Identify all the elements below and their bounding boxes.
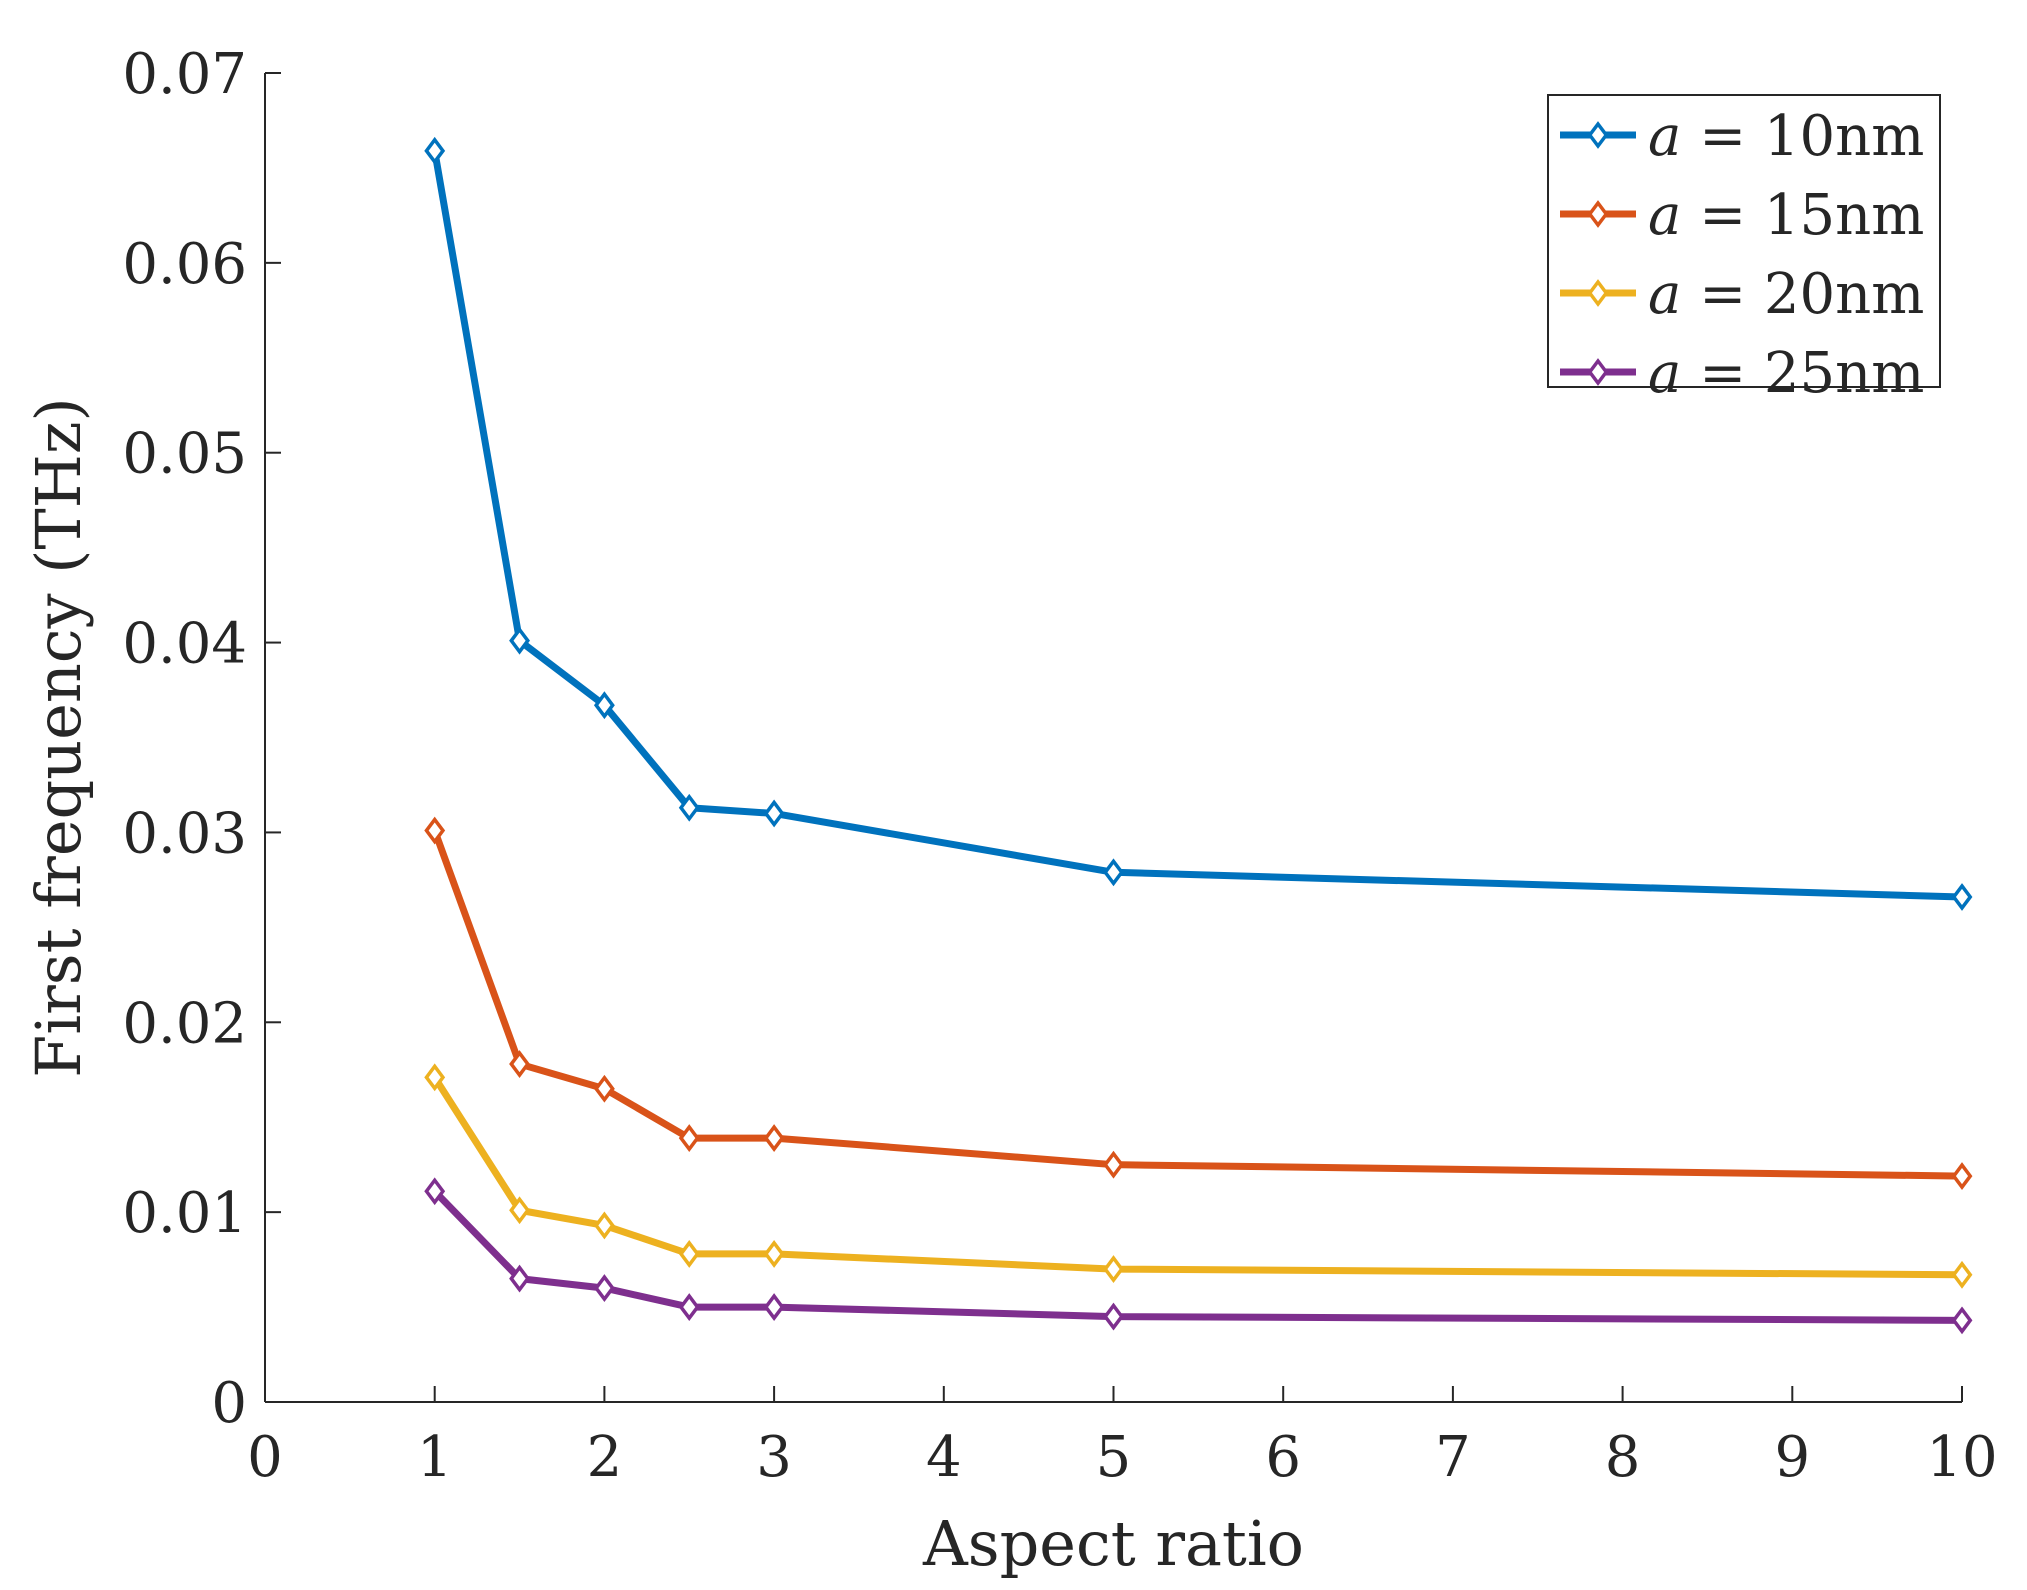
data-point (1951, 883, 1973, 911)
x-tick-label: 5 (1096, 1425, 1132, 1490)
y-tick-label: 0 (211, 1371, 247, 1436)
legend-entry: a = 20nm (1560, 262, 1924, 327)
data-point (678, 1293, 700, 1321)
legend-entry: a = 25nm (1560, 341, 1924, 406)
x-tick-label: 8 (1605, 1425, 1641, 1490)
data-point (763, 1293, 785, 1321)
legend-label-value: = 20nm (1681, 262, 1924, 327)
x-axis-label: Aspect ratio (922, 1507, 1304, 1580)
series-line (432, 1188, 1963, 1324)
data-point (424, 1177, 446, 1206)
x-tick-label: 1 (417, 1425, 453, 1490)
x-tick-label: 9 (1774, 1425, 1810, 1490)
legend-label-variable: a (1648, 104, 1681, 169)
data-point (763, 1239, 785, 1268)
legend-label: a = 15nm (1648, 183, 1924, 248)
data-point (763, 1124, 785, 1153)
series-3 (424, 1063, 1973, 1289)
series-lines (424, 136, 1973, 1335)
legend-marker (1587, 200, 1609, 228)
data-point (593, 1074, 615, 1103)
x-tick-label: 0 (247, 1425, 283, 1490)
data-point (1951, 1306, 1973, 1335)
y-tick-label: 0.05 (122, 422, 247, 487)
legend-entry: a = 10nm (1560, 104, 1924, 169)
legend-marker (1587, 121, 1609, 149)
data-point (424, 816, 446, 845)
data-point (593, 691, 615, 720)
legend-label: a = 20nm (1648, 262, 1924, 327)
data-point (509, 1264, 530, 1293)
legend-label: a = 10nm (1648, 104, 1924, 169)
legend-entry: a = 15nm (1560, 183, 1924, 248)
data-point (593, 1274, 615, 1303)
data-point (1103, 858, 1124, 887)
data-point (1103, 1150, 1124, 1179)
series-2 (424, 816, 1973, 1190)
x-tick-label: 7 (1435, 1425, 1471, 1490)
legend-label-variable: a (1648, 262, 1681, 327)
legend-box (1547, 94, 1941, 388)
series-line (431, 829, 1963, 1180)
x-tick-label: 2 (587, 1425, 623, 1490)
series-1 (424, 136, 1973, 911)
data-point (1951, 1162, 1973, 1190)
y-tick-label: 0.04 (122, 612, 247, 677)
y-tick-label: 0.02 (122, 991, 247, 1056)
y-tick-label: 0.03 (122, 801, 247, 866)
data-point (1951, 1260, 1973, 1289)
data-point (509, 1050, 530, 1078)
x-tick-label: 6 (1265, 1425, 1301, 1490)
series-4 (424, 1177, 1973, 1335)
data-point (593, 1211, 615, 1240)
data-point (763, 799, 785, 828)
y-tick-label: 0.01 (122, 1181, 247, 1246)
data-point (678, 1124, 700, 1153)
legend-label-value: = 25nm (1681, 341, 1924, 406)
data-point (424, 1063, 446, 1092)
legend-label: a = 25nm (1648, 341, 1924, 406)
x-tick-label: 3 (756, 1425, 792, 1490)
x-tick-label: 4 (926, 1425, 962, 1490)
y-tick-label: 0.07 (122, 42, 247, 107)
data-point (1103, 1302, 1124, 1331)
legend-label-variable: a (1648, 341, 1681, 406)
legend-marker (1587, 279, 1609, 307)
data-point (424, 136, 446, 165)
x-tick-label: 10 (1926, 1425, 1997, 1490)
axes: 0 1 2 3 4 5 6 7 8 9 10 0 0.01 0.02 0.03 0.04 0.05 0.06 0.0… (122, 42, 1997, 1490)
legend-label-value: = 15nm (1681, 183, 1924, 248)
data-point (509, 626, 530, 655)
y-tick-label: 0.06 (122, 232, 247, 297)
legend-marker (1587, 358, 1609, 386)
legend-label-value: = 10nm (1681, 104, 1924, 169)
y-axis-label: First frequency (THz) (22, 397, 95, 1077)
data-point (509, 1196, 530, 1225)
data-point (678, 1239, 700, 1268)
data-point (678, 793, 700, 822)
data-point (1103, 1255, 1124, 1284)
legend-label-variable: a (1648, 183, 1681, 248)
